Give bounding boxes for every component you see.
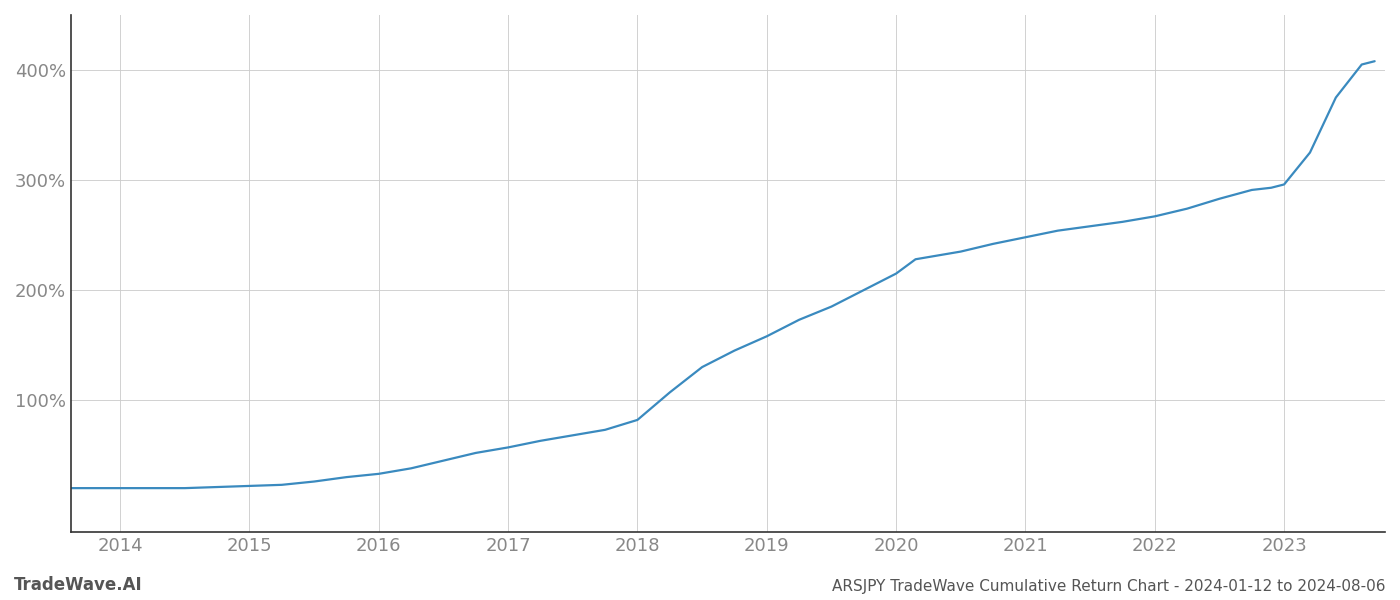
Text: TradeWave.AI: TradeWave.AI [14, 576, 143, 594]
Text: ARSJPY TradeWave Cumulative Return Chart - 2024-01-12 to 2024-08-06: ARSJPY TradeWave Cumulative Return Chart… [833, 579, 1386, 594]
